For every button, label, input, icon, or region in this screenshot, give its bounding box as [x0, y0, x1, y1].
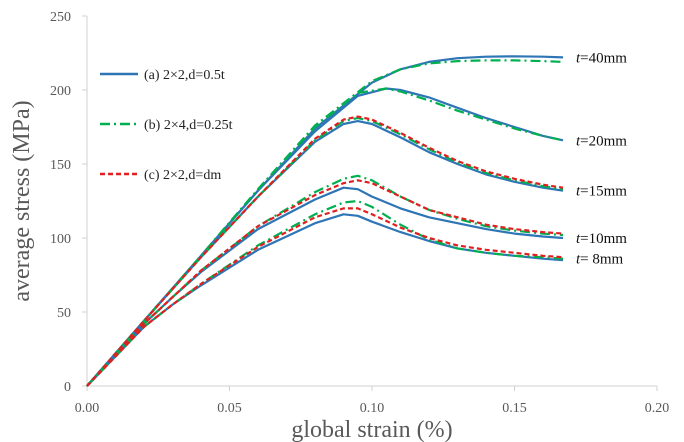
series-line [86, 179, 564, 387]
series-line [86, 116, 564, 387]
x-tick-label: 0.20 [645, 401, 670, 416]
curve-label: t=15mm [576, 184, 627, 200]
series-line [86, 207, 564, 387]
series-line [86, 59, 564, 387]
x-tick-label: 0.15 [502, 401, 527, 416]
axes: 0.00 0.05 0.10 0.15 0.20 0 50 100 150 200 250 [50, 10, 669, 416]
series-line [86, 186, 564, 387]
y-tick-label: 0 [64, 380, 71, 395]
curve-label: t=40mm [576, 50, 627, 66]
x-tick-label: 0.10 [360, 401, 385, 416]
y-tick-label: 100 [50, 232, 71, 247]
y-axis-title: average stress (MPa) [9, 100, 35, 301]
curve-annotations: t=40mm t=20mm t=15mm t=10mm t= 8mm [576, 50, 627, 267]
series-line [86, 87, 564, 387]
legend-label: (a) 2×2,d=0.5t [144, 68, 225, 83]
legend-label: (b) 2×4,d=0.25t [144, 118, 233, 133]
y-tick-label: 250 [50, 10, 71, 25]
x-axis-title: global strain (%) [291, 417, 452, 442]
series-lines [86, 55, 564, 387]
series-line [86, 174, 564, 387]
legend-label: (c) 2×2,d=dm [144, 168, 221, 183]
curve-label: t= 8mm [576, 252, 624, 268]
series-line [86, 119, 564, 387]
curve-label: t=10mm [576, 231, 627, 247]
legend: (a) 2×2,d=0.5t (b) 2×4,d=0.25t (c) 2×2,d=d… [100, 68, 233, 183]
x-tick-label: 0.05 [217, 401, 242, 416]
y-tick-label: 200 [50, 84, 71, 99]
series-line [86, 199, 564, 387]
series-line [86, 115, 564, 387]
x-tick-label: 0.00 [75, 401, 100, 416]
series-line [86, 213, 564, 387]
curve-label: t=20mm [576, 133, 627, 149]
y-tick-label: 150 [50, 158, 71, 173]
y-tick-label: 50 [57, 306, 71, 321]
